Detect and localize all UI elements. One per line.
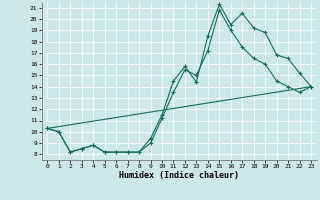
X-axis label: Humidex (Indice chaleur): Humidex (Indice chaleur) [119, 171, 239, 180]
